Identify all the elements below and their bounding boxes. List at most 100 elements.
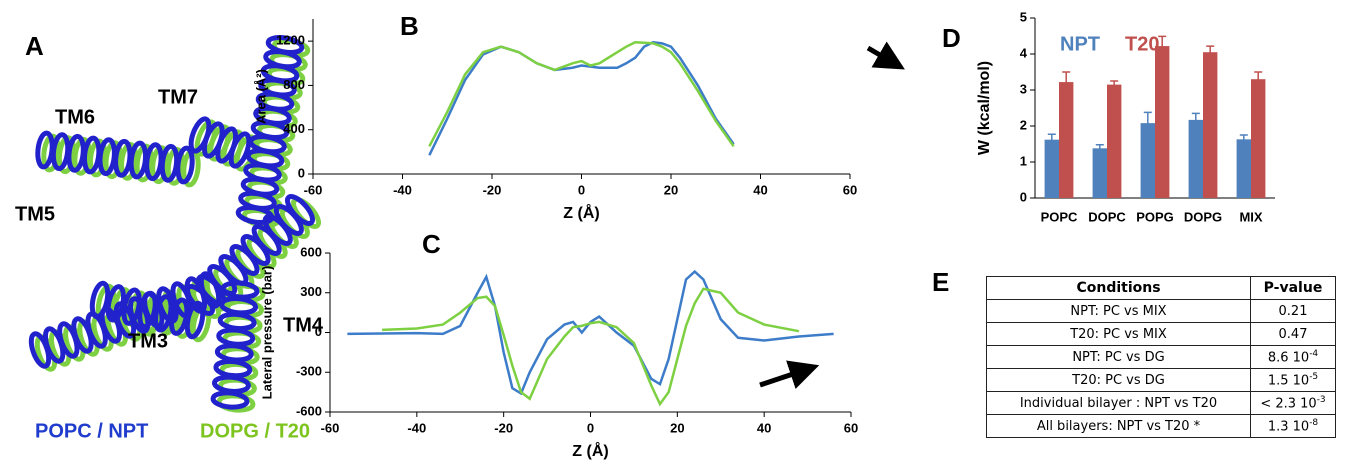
bar	[1203, 52, 1218, 199]
p-value-exponent: -5	[1309, 371, 1319, 382]
panel-label: D	[942, 23, 961, 53]
series-line	[347, 269, 834, 396]
x-tick-label: -40	[393, 182, 412, 197]
table-row: NPT: PC vs MIX 0.21	[986, 299, 1336, 323]
p-value-exponent: -3	[1316, 394, 1326, 405]
table-cell: Individual bilayer : NPT vs T20	[986, 391, 1251, 415]
legend-entry: POPC / NPT	[35, 420, 148, 442]
y-axis-label: W (kcal/mol)	[976, 61, 993, 155]
error-bar	[1095, 143, 1104, 152]
arrow	[759, 360, 820, 389]
helix-turn	[210, 390, 250, 410]
x-tick-label: MIX	[1239, 209, 1262, 224]
y-axis-label: Lateral pressure (bar)	[259, 266, 274, 400]
bar	[1155, 46, 1170, 198]
bar	[1044, 139, 1059, 198]
error-bar	[1239, 134, 1248, 144]
bar	[1236, 139, 1251, 198]
panel-label: A	[25, 31, 44, 61]
x-tick-label: 0	[587, 420, 594, 435]
error-bar	[1110, 80, 1119, 89]
p-value-base: 1.3 10	[1267, 419, 1310, 435]
p-value-base: < 2.3 10	[1260, 396, 1317, 412]
panel-label: C	[422, 229, 441, 259]
x-axis-label: Z (Å)	[572, 441, 608, 460]
p-value-exponent: -8	[1309, 417, 1319, 428]
error-bar	[1206, 45, 1215, 59]
y-tick-label: -300	[296, 364, 322, 379]
x-tick-label: -20	[483, 182, 502, 197]
x-tick-label: 40	[757, 420, 771, 435]
bar	[1107, 84, 1122, 198]
table-row: T20: PC vs DG 1.5 10-5	[986, 368, 1336, 392]
table-cell: T20: PC vs DG	[986, 368, 1251, 392]
helix-turn	[184, 300, 206, 340]
table-cell: NPT: PC vs DG	[986, 345, 1251, 369]
table-cell: 1.5 10-5	[1250, 368, 1336, 392]
table-cell: 0.21	[1250, 299, 1336, 323]
x-tick-label: 40	[753, 182, 767, 197]
table-cell: T20: PC vs MIX	[986, 322, 1251, 346]
x-tick-label: -40	[407, 420, 426, 435]
arrow	[866, 41, 905, 70]
table-row: Individual bilayer : NPT vs T20 < 2.3 10-…	[986, 391, 1336, 415]
y-axis-label: Area (Å²)	[253, 69, 268, 124]
panel-label: B	[400, 11, 419, 41]
table-cell: 1.3 10-8	[1250, 414, 1336, 438]
table-cell: All bilayers: NPT vs T20 *	[986, 414, 1251, 438]
bar	[1251, 79, 1266, 198]
x-tick-label: -60	[304, 182, 323, 197]
table-cell: 0.47	[1250, 322, 1336, 346]
table-row: T20: PC vs MIX 0.47	[986, 322, 1336, 346]
table-cell: NPT: PC vs MIX	[986, 299, 1251, 323]
y-tick-label: 3	[1020, 81, 1027, 96]
y-tick-label: 0	[315, 324, 322, 339]
bar	[1059, 82, 1074, 198]
bar	[1092, 148, 1107, 198]
y-tick-label: 800	[283, 77, 305, 92]
table-row: All bilayers: NPT vs T20 * 1.3 10-8	[986, 414, 1336, 438]
p-value-base: 1.5 10	[1267, 373, 1310, 389]
helix-illustration	[28, 35, 322, 413]
x-tick-label: POPG	[1136, 209, 1174, 224]
x-tick-label: DOPG	[1184, 209, 1222, 224]
p-value-table: Conditions P-value NPT: PC vs MIX 0.21 T20: …	[986, 276, 1336, 438]
helix-label: TM4	[283, 314, 324, 336]
error-bar	[1047, 133, 1056, 146]
y-tick-label: 0	[1020, 189, 1027, 204]
header-cell: P-value	[1250, 276, 1336, 300]
y-tick-label: 0	[298, 165, 305, 180]
helix-turn	[175, 145, 195, 185]
series-line	[382, 287, 800, 407]
helix-turn	[284, 194, 316, 226]
table-cell: 8.6 10-4	[1250, 345, 1336, 369]
error-bar	[1143, 111, 1152, 134]
helix-turn	[228, 131, 252, 169]
helix-label: TM5	[15, 203, 55, 225]
y-tick-label: 1200	[276, 33, 305, 48]
y-tick-label: 400	[283, 121, 305, 136]
helix-label: TM6	[55, 106, 95, 128]
legend-entry: NPT	[1060, 33, 1100, 55]
error-bar	[1254, 71, 1263, 87]
error-bar	[1158, 35, 1167, 56]
x-tick-label: DOPC	[1088, 209, 1126, 224]
x-tick-label: POPC	[1041, 209, 1078, 224]
bar	[1188, 119, 1203, 198]
error-bar	[1191, 112, 1200, 127]
table-cell: < 2.3 10-3	[1250, 391, 1336, 415]
x-tick-label: -20	[494, 420, 513, 435]
legend-entry: DOPG / T20	[200, 420, 310, 442]
y-tick-label: 300	[300, 284, 322, 299]
y-tick-label: -600	[296, 403, 322, 418]
x-axis-label: Z (Å)	[563, 203, 599, 222]
y-tick-label: 2	[1020, 117, 1027, 132]
bar	[1140, 123, 1155, 198]
header-cell: Conditions	[986, 276, 1251, 300]
x-tick-label: 60	[844, 420, 858, 435]
x-tick-label: 20	[670, 420, 684, 435]
x-tick-label: 60	[843, 182, 857, 197]
helix-label: TM3	[128, 330, 168, 352]
